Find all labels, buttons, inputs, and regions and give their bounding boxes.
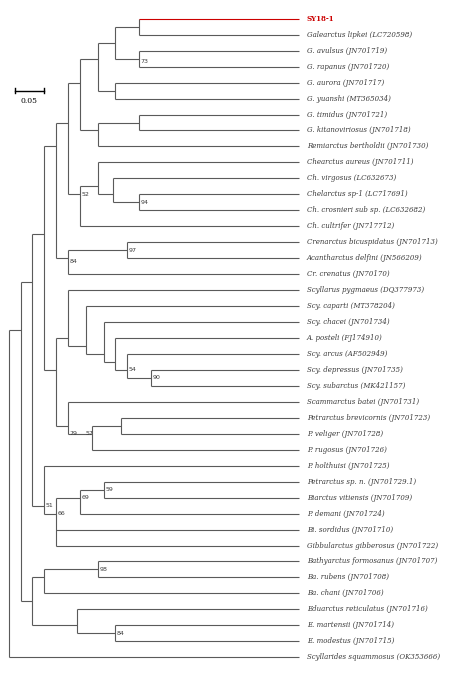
- Text: 79: 79: [70, 431, 78, 436]
- Text: Scammarctus batei (JN701731): Scammarctus batei (JN701731): [307, 398, 419, 406]
- Text: G. rapanus (JN701720): G. rapanus (JN701720): [307, 63, 389, 70]
- Text: E. modestus (JN701715): E. modestus (JN701715): [307, 637, 394, 646]
- Text: Chelarctus sp-1 (LC717691): Chelarctus sp-1 (LC717691): [307, 191, 408, 198]
- Text: 98: 98: [99, 567, 107, 572]
- Text: E. martensii (JN701714): E. martensii (JN701714): [307, 621, 394, 629]
- Text: 52: 52: [82, 192, 89, 197]
- Text: SY18-1: SY18-1: [307, 15, 335, 23]
- Text: Ba. chani (JN701706): Ba. chani (JN701706): [307, 589, 383, 598]
- Text: Scy. subarctus (MK421157): Scy. subarctus (MK421157): [307, 382, 405, 390]
- Text: Crenarctus bicuspidatus (JN701713): Crenarctus bicuspidatus (JN701713): [307, 238, 438, 246]
- Text: 94: 94: [141, 200, 149, 205]
- Text: 54: 54: [129, 368, 137, 372]
- Text: 59: 59: [105, 487, 113, 492]
- Text: Ba. rubens (JN701708): Ba. rubens (JN701708): [307, 573, 389, 581]
- Text: 84: 84: [70, 259, 77, 264]
- Text: G. kitanoviriosus (JN701718): G. kitanoviriosus (JN701718): [307, 126, 410, 135]
- Text: 66: 66: [58, 511, 65, 516]
- Text: Scy. caparti (MT378204): Scy. caparti (MT378204): [307, 302, 395, 310]
- Text: Galearctus lipkei (LC720598): Galearctus lipkei (LC720598): [307, 30, 412, 39]
- Text: 84: 84: [117, 631, 125, 636]
- Text: G. timidus (JN701721): G. timidus (JN701721): [307, 110, 387, 118]
- Text: Bi. sordidus (JN701710): Bi. sordidus (JN701710): [307, 525, 393, 533]
- Text: 97: 97: [129, 247, 137, 253]
- Text: 73: 73: [141, 59, 149, 64]
- Text: A. posteli (FJ174910): A. posteli (FJ174910): [307, 334, 383, 342]
- Text: G. avulsus (JN701719): G. avulsus (JN701719): [307, 47, 387, 55]
- Text: Biarctus vitiensis (JN701709): Biarctus vitiensis (JN701709): [307, 493, 412, 502]
- Text: P. demani (JN701724): P. demani (JN701724): [307, 510, 384, 518]
- Text: P. rugosus (JN701726): P. rugosus (JN701726): [307, 445, 387, 454]
- Text: 57: 57: [86, 431, 94, 436]
- Text: 51: 51: [46, 503, 54, 508]
- Text: Eduarctus reticulatus (JN701716): Eduarctus reticulatus (JN701716): [307, 606, 428, 613]
- Text: Scy. arcus (AF502949): Scy. arcus (AF502949): [307, 350, 387, 358]
- Text: 90: 90: [153, 375, 160, 381]
- Text: Petrarctus brevicornis (JN701723): Petrarctus brevicornis (JN701723): [307, 414, 430, 422]
- Text: Scy. chacei (JN701734): Scy. chacei (JN701734): [307, 318, 390, 326]
- Text: Chearctus aureus (JN701711): Chearctus aureus (JN701711): [307, 158, 413, 166]
- Text: 69: 69: [82, 495, 89, 500]
- Text: Gibbularctus gibberosus (JN701722): Gibbularctus gibberosus (JN701722): [307, 541, 438, 550]
- Text: Remiarctus bertholdii (JN701730): Remiarctus bertholdii (JN701730): [307, 143, 428, 151]
- Text: Scyllarides squammosus (OK353666): Scyllarides squammosus (OK353666): [307, 653, 440, 661]
- Text: Ch. virgosus (LC632673): Ch. virgosus (LC632673): [307, 174, 396, 183]
- Text: Ch. crosnieri sub sp. (LC632682): Ch. crosnieri sub sp. (LC632682): [307, 206, 425, 214]
- Text: G. yuanshi (MT365034): G. yuanshi (MT365034): [307, 95, 391, 103]
- Text: 0.05: 0.05: [21, 97, 38, 105]
- Text: Acantharctus delfini (JN566209): Acantharctus delfini (JN566209): [307, 254, 422, 262]
- Text: Scy. depressus (JN701735): Scy. depressus (JN701735): [307, 366, 403, 374]
- Text: Petrarctus sp. n. (JN701729.1): Petrarctus sp. n. (JN701729.1): [307, 478, 416, 485]
- Text: Bathyarctus formosanus (JN701707): Bathyarctus formosanus (JN701707): [307, 558, 437, 566]
- Text: G. aurora (JN701717): G. aurora (JN701717): [307, 78, 384, 87]
- Text: Cr. crenatus (JN70170): Cr. crenatus (JN70170): [307, 270, 390, 278]
- Text: Ch. cultrifer (JN717712): Ch. cultrifer (JN717712): [307, 222, 394, 231]
- Text: Scyllarus pygmaeus (DQ377973): Scyllarus pygmaeus (DQ377973): [307, 286, 424, 294]
- Text: P. holthuisi (JN701725): P. holthuisi (JN701725): [307, 462, 389, 470]
- Text: P. veliger (JN701728): P. veliger (JN701728): [307, 430, 383, 438]
